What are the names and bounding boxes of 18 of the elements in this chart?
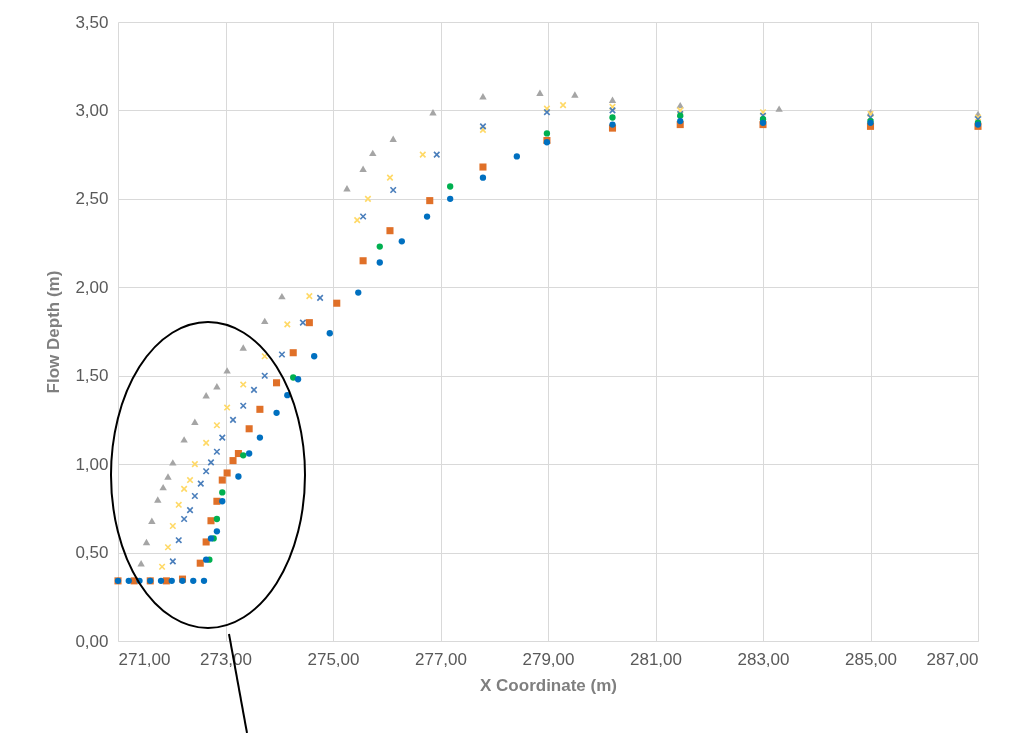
x-tick-label: 275,00: [307, 649, 360, 669]
y-tick-label: 3,50: [75, 12, 109, 32]
x-tick-label: 271,00: [118, 649, 171, 669]
y-tick-label: 2,00: [75, 277, 109, 297]
y-axis-title: Flow Depth (m): [44, 270, 64, 394]
x-tick-label: 283,00: [737, 649, 790, 669]
y-tick-label: 1,50: [75, 366, 109, 386]
x-tick-label: 281,00: [630, 649, 682, 669]
y-tick-label: 3,00: [75, 100, 109, 120]
y-tick-label: 2,50: [75, 189, 109, 209]
x-tick-label: 287,00: [926, 649, 979, 669]
x-tick-label: 279,00: [522, 649, 575, 669]
y-tick-label: 0,50: [75, 543, 109, 563]
y-tick-label: 1,00: [75, 454, 109, 474]
y-tick-label: 0,00: [75, 631, 109, 651]
x-tick-label: 285,00: [845, 649, 897, 669]
x-axis-title: X Coordinate (m): [480, 675, 617, 695]
x-tick-label: 277,00: [415, 649, 467, 669]
